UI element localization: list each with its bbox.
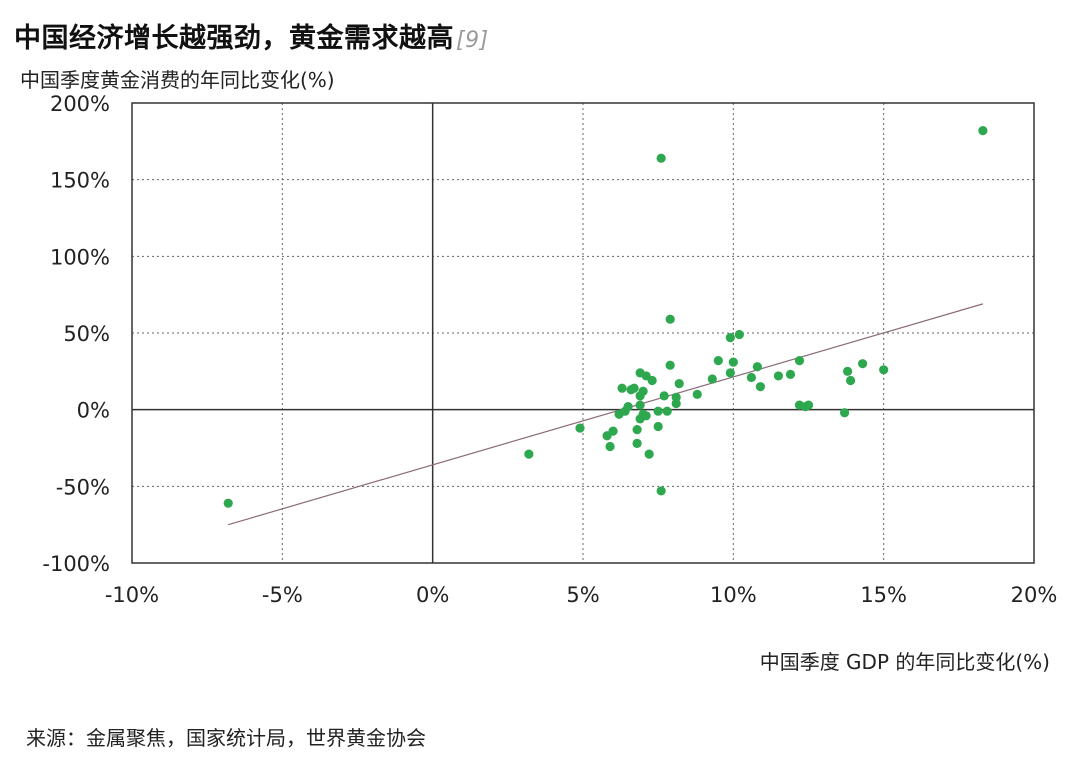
chart-title: 中国经济增长越强劲，黄金需求越高[9] bbox=[14, 16, 489, 55]
data-point bbox=[725, 333, 735, 343]
data-point bbox=[623, 402, 633, 412]
data-point bbox=[728, 357, 738, 367]
data-point bbox=[839, 408, 850, 418]
data-point bbox=[656, 486, 666, 496]
plot-frame bbox=[131, 102, 1035, 564]
x-tick-label: 15% bbox=[860, 583, 907, 607]
data-point bbox=[746, 372, 756, 383]
tick-labels: -10% -5% 0% 5% 10% 15% 20% -100% -50% 0% 50% 100% 15… bbox=[42, 92, 1057, 607]
grid bbox=[132, 103, 1034, 563]
data-point bbox=[632, 438, 642, 448]
trend-line-group bbox=[228, 303, 984, 526]
x-tick-label: -5% bbox=[262, 583, 303, 607]
data-point bbox=[605, 441, 615, 452]
data-point bbox=[734, 329, 744, 340]
data-point bbox=[632, 425, 642, 435]
x-tick-label: -10% bbox=[105, 583, 159, 607]
data-point bbox=[713, 356, 723, 366]
data-point bbox=[879, 365, 889, 375]
data-point bbox=[647, 375, 657, 386]
data-point bbox=[629, 383, 639, 393]
source-note: 来源：金属聚焦，国家统计局，世界黄金协会 bbox=[26, 726, 426, 750]
data-point bbox=[794, 356, 805, 366]
data-point bbox=[674, 379, 684, 389]
chart-title-reference: [9] bbox=[456, 28, 489, 53]
data-point bbox=[653, 421, 663, 432]
chart-title-text: 中国经济增长越强劲，黄金需求越高 bbox=[14, 23, 454, 54]
x-axis-label: 中国季度 GDP 的年同比变化(%) bbox=[759, 650, 1050, 674]
y-tick-label: 150% bbox=[50, 169, 110, 193]
x-tick-label: 10% bbox=[710, 583, 757, 607]
data-point bbox=[665, 314, 675, 324]
data-point bbox=[725, 368, 735, 378]
data-point bbox=[707, 374, 717, 384]
axes bbox=[131, 102, 1035, 564]
data-point bbox=[752, 362, 762, 372]
data-point bbox=[641, 411, 651, 421]
data-point bbox=[635, 400, 645, 410]
data-point bbox=[692, 389, 702, 399]
data-point bbox=[978, 126, 988, 136]
data-point bbox=[845, 375, 856, 386]
x-tick-label: 0% bbox=[416, 583, 449, 607]
y-tick-label: 50% bbox=[63, 322, 110, 346]
y-axis-label: 中国季度黄金消费的年同比变化(%) bbox=[20, 68, 335, 92]
data-point bbox=[755, 382, 765, 392]
y-tick-label: 100% bbox=[50, 245, 110, 269]
trend-line bbox=[228, 303, 984, 526]
data-point bbox=[773, 371, 784, 381]
data-point bbox=[662, 406, 672, 416]
x-tick-label: 5% bbox=[566, 583, 599, 607]
data-point bbox=[858, 359, 868, 369]
data-point bbox=[785, 369, 796, 379]
y-tick-label: -100% bbox=[42, 552, 110, 576]
y-tick-label: 200% bbox=[50, 92, 110, 116]
data-point bbox=[223, 498, 233, 508]
scatter-plot: -10% -5% 0% 5% 10% 15% 20% -100% -50% 0% 50% 100% 15… bbox=[42, 92, 1057, 607]
data-point bbox=[671, 392, 681, 402]
data-point bbox=[656, 153, 666, 163]
data-point bbox=[608, 426, 618, 436]
data-point bbox=[617, 383, 627, 393]
data-point bbox=[644, 449, 654, 459]
data-point bbox=[575, 423, 585, 433]
data-point bbox=[842, 366, 853, 376]
x-tick-label: 20% bbox=[1011, 583, 1058, 607]
data-point bbox=[653, 406, 663, 416]
data-point bbox=[659, 391, 669, 401]
y-tick-label: 0% bbox=[77, 399, 110, 423]
data-point bbox=[665, 360, 675, 370]
y-tick-label: -50% bbox=[56, 475, 110, 499]
data-point bbox=[524, 449, 534, 459]
data-point bbox=[803, 400, 814, 410]
data-points bbox=[223, 126, 988, 508]
data-point bbox=[638, 386, 648, 396]
